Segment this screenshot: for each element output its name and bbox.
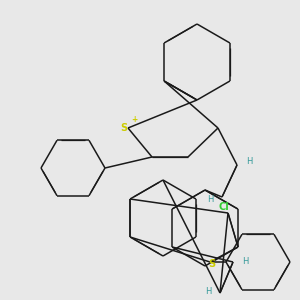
Text: H: H bbox=[207, 194, 213, 203]
Text: +: + bbox=[131, 116, 137, 124]
Text: H: H bbox=[246, 157, 252, 166]
Text: Cl: Cl bbox=[218, 202, 229, 212]
Text: H: H bbox=[242, 257, 248, 266]
Text: S: S bbox=[120, 123, 128, 133]
Text: S: S bbox=[208, 259, 216, 269]
Text: H: H bbox=[205, 286, 211, 296]
